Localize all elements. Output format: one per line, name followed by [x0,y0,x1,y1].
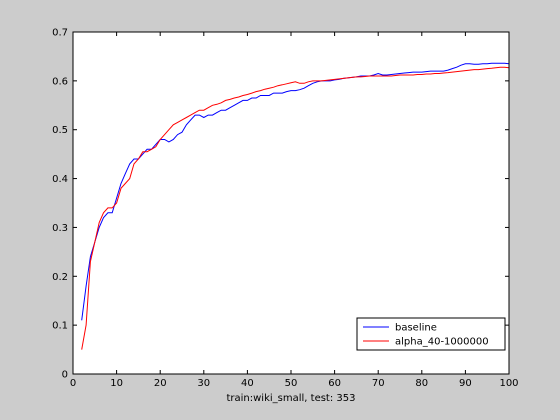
y-tick-label: 0.2 [52,272,68,283]
legend-box [356,317,506,351]
x-tick-label: 70 [372,378,385,389]
x-tick-label: 50 [285,378,298,389]
y-tick-label: 0.1 [52,321,68,332]
x-axis-label: train:wiki_small, test: 353 [226,393,355,404]
plot-area [73,32,509,374]
series-line-1 [81,62,510,321]
x-tick-label: 90 [459,378,472,389]
y-tick-label: 0.3 [52,223,68,234]
y-tick-label: 0.5 [52,125,68,136]
legend-entry: baseline [395,323,437,334]
x-tick-label: 0 [70,378,76,389]
y-tick-label: 0.6 [52,76,68,87]
y-tick-label: 0.4 [52,174,68,185]
x-tick-label: 60 [328,378,341,389]
legend-entry: alpha_40-1000000 [395,337,489,348]
x-tick-label: 100 [499,378,518,389]
ticks-layer: 0 10 20 30 40 50 60 70 80 90 100 0 0.1 0.2 0.3 0.4 0.5 0.… [52,28,518,390]
series-layer [81,62,510,350]
x-tick-label: 20 [154,378,167,389]
y-tick-label: 0.7 [52,28,68,39]
x-tick-label: 10 [110,378,123,389]
x-tick-label: 40 [241,378,254,389]
legend: baseline alpha_40-1000000 [356,317,506,351]
x-tick-label: 30 [197,378,210,389]
y-tick-label: 0 [62,370,68,381]
x-tick-label: 80 [415,378,428,389]
series-line-2 [81,66,510,350]
